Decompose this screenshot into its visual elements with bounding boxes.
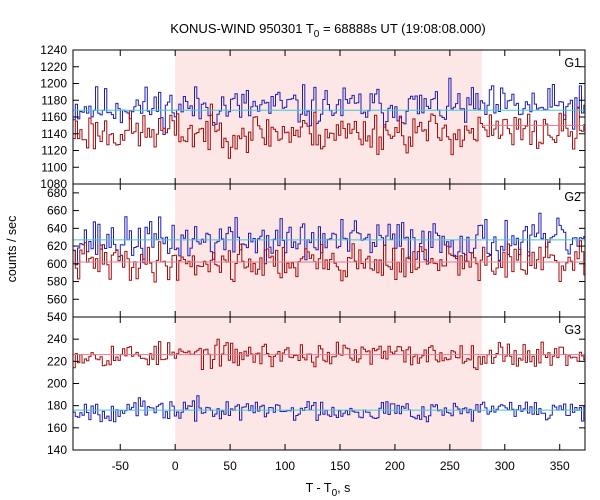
series-blue-panel-1	[73, 77, 585, 135]
x-tick-label: 200	[385, 459, 405, 473]
y-tick-label: 540	[47, 310, 67, 324]
x-tick-label: 250	[440, 459, 460, 473]
y-tick-label: 620	[47, 239, 67, 253]
x-tick-label: 100	[275, 459, 295, 473]
y-tick-label: 1160	[41, 110, 67, 124]
y-tick-label: 140	[47, 443, 67, 457]
x-tick-label: 350	[550, 459, 570, 473]
y-tick-label: 1200	[40, 77, 67, 91]
y-tick-label: 660	[47, 204, 67, 218]
x-tick-label: 150	[330, 459, 350, 473]
y-axis-label: counts / sec	[5, 216, 19, 283]
y-tick-label: 160	[47, 421, 67, 435]
panel-frame-3	[72, 316, 586, 451]
x-tick-label: -50	[112, 459, 130, 473]
x-tick-label: 0	[172, 459, 179, 473]
y-tick-label: 200	[47, 377, 67, 391]
panel-label: G1	[564, 56, 581, 70]
xlabel-main: T - T	[306, 481, 332, 495]
x-axis-label: T - T0, s	[306, 481, 351, 499]
series-red-panel-3	[73, 338, 585, 370]
title-main: KONUS-WIND 950301 T	[170, 21, 314, 36]
y-tick-label: 600	[47, 257, 67, 271]
title-rest: = 68888s UT (19:08:08.000)	[319, 21, 485, 36]
series-blue-panel-3	[73, 395, 585, 423]
y-tick-label: 1240	[40, 43, 67, 57]
y-tick-label: 220	[47, 354, 67, 368]
series-red-panel-1	[73, 103, 585, 159]
series-blue-panel-2	[73, 212, 585, 266]
y-tick-label: 1120	[41, 144, 67, 158]
y-tick-label: 1100	[41, 160, 67, 174]
xlabel-subscript: 0	[332, 488, 338, 499]
y-tick-label: 580	[47, 275, 67, 289]
x-tick-label: 50	[223, 459, 237, 473]
x-tick-label: 300	[495, 459, 515, 473]
y-tick-label: 560	[47, 292, 67, 306]
panel-label: G3	[564, 323, 581, 337]
chart-title: KONUS-WIND 950301 T0 = 68888s UT (19:08:…	[170, 21, 485, 40]
title-subscript: 0	[314, 29, 320, 40]
plot-area: 1080 1100 1120 1140 1160 1180 1200 1220 1240 G1 54…	[40, 43, 586, 473]
y-tick-label: 240	[47, 332, 67, 346]
panel-label: G2	[564, 190, 581, 204]
y-tick-label: 1140	[41, 127, 67, 141]
y-tick-label: 640	[47, 221, 67, 235]
xlabel-rest: , s	[337, 481, 350, 495]
y-tick-label: 1180	[41, 93, 67, 107]
y-tick-label: 680	[47, 186, 67, 200]
y-tick-label: 180	[47, 399, 67, 413]
y-tick-label: 1080	[40, 177, 67, 191]
y-tick-label: 1220	[40, 60, 67, 74]
